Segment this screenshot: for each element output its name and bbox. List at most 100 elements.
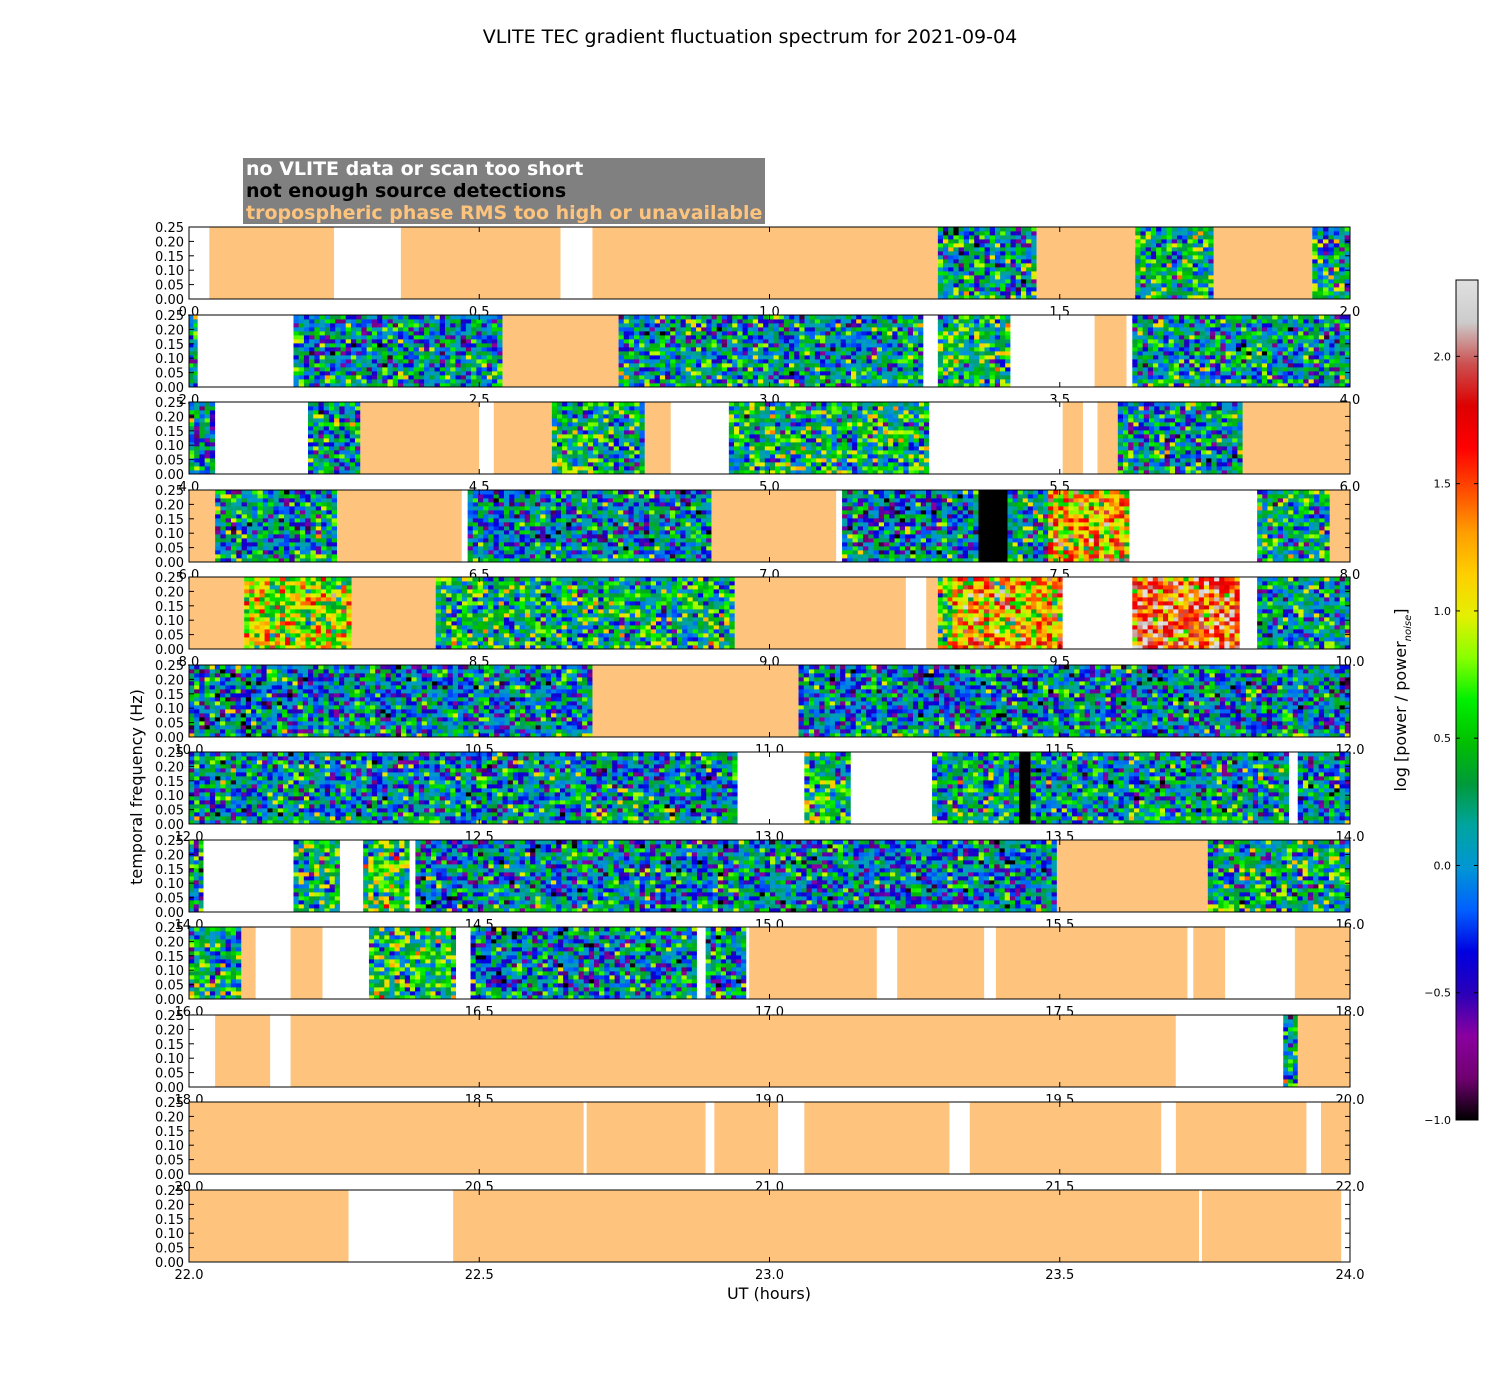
spectrum-cell — [1016, 271, 1022, 275]
spectrum-cell — [435, 319, 441, 323]
spectrum-cell — [717, 327, 723, 331]
spectrum-cell — [748, 367, 754, 371]
spectrum-cell — [476, 347, 482, 351]
spectrum-cell — [455, 359, 461, 363]
spectrum-cell — [737, 379, 743, 383]
spectrum-cell — [825, 319, 831, 323]
spectrum-cell — [856, 339, 862, 343]
spectrum-cell — [856, 359, 862, 363]
spectrum-cell — [696, 339, 702, 343]
spectrum-cell — [727, 355, 733, 359]
spectrum-cell — [471, 319, 477, 323]
spectrum-cell — [985, 259, 991, 263]
spectrum-cell — [974, 263, 980, 267]
spectrum-cell — [665, 367, 671, 371]
segment-spectrum — [293, 315, 502, 387]
spectrum-cell — [634, 335, 640, 339]
spectrum-cell — [1135, 251, 1141, 255]
spectrum-cell — [629, 375, 635, 379]
spectrum-cell — [492, 319, 498, 323]
spectrum-cell — [1011, 263, 1017, 267]
spectrum-cell — [882, 375, 888, 379]
spectrum-cell — [1156, 239, 1162, 243]
spectrum-cell — [805, 371, 811, 375]
spectrum-cell — [748, 379, 754, 383]
spectrum-cell — [314, 375, 320, 379]
spectrum-cell — [1031, 259, 1037, 263]
spectrum-cell — [414, 367, 420, 371]
spectrum-cell — [1026, 267, 1032, 271]
spectrum-cell — [1208, 275, 1214, 279]
spectrum-cell — [299, 375, 305, 379]
spectrum-cell — [650, 335, 656, 339]
spectrum-cell — [393, 335, 399, 339]
spectrum-cell — [1323, 243, 1329, 247]
spectrum-cell — [466, 371, 472, 375]
spectrum-cell — [953, 287, 959, 291]
spectrum-cell — [1146, 283, 1152, 287]
spectrum-cell — [487, 323, 493, 327]
spectrum-cell — [779, 355, 785, 359]
spectrum-cell — [959, 251, 965, 255]
spectrum-cell — [706, 375, 712, 379]
spectrum-cell — [748, 323, 754, 327]
spectrum-cell — [435, 315, 441, 319]
spectrum-cell — [1334, 235, 1340, 239]
spectrum-cell — [686, 351, 692, 355]
spectrum-cell — [445, 379, 451, 383]
spectrum-cell — [1016, 291, 1022, 295]
spectrum-cell — [644, 379, 650, 383]
spectrum-cell — [882, 371, 888, 375]
spectrum-cell — [856, 351, 862, 355]
spectrum-cell — [913, 347, 919, 351]
spectrum-cell — [918, 339, 924, 343]
spectrum-cell — [660, 335, 666, 339]
spectrum-cell — [867, 323, 873, 327]
spectrum-cell — [867, 379, 873, 383]
spectrum-cell — [681, 347, 687, 351]
spectrum-cell — [706, 335, 712, 339]
spectrum-cell — [193, 339, 198, 343]
spectrum-cell — [1208, 227, 1214, 231]
spectrum-cell — [356, 347, 362, 351]
spectrum-cell — [953, 283, 959, 287]
spectrum-cell — [1334, 283, 1340, 287]
spectrum-cell — [1156, 227, 1162, 231]
spectrum-cell — [346, 347, 352, 351]
spectrum-cell — [445, 323, 451, 327]
spectrum-cell — [1323, 275, 1329, 279]
spectrum-cell — [341, 347, 347, 351]
spectrum-cell — [1172, 247, 1178, 251]
spectrum-cell — [655, 363, 661, 367]
spectrum-cell — [419, 315, 425, 319]
spectrum-cell — [388, 367, 394, 371]
spectrum-cell — [1328, 263, 1334, 267]
spectrum-cell — [435, 339, 441, 343]
spectrum-cell — [670, 351, 676, 355]
spectrum-cell — [882, 323, 888, 327]
spectrum-cell — [867, 319, 873, 323]
spectrum-cell — [1323, 279, 1329, 283]
spectrum-cell — [1031, 271, 1037, 275]
spectrum-cell — [943, 247, 949, 251]
spectrum-cell — [696, 351, 702, 355]
spectrum-cell — [717, 347, 723, 351]
spectrum-cell — [820, 319, 826, 323]
spectrum-cell — [943, 227, 949, 231]
spectrum-cell — [1312, 251, 1318, 255]
spectrum-cell — [985, 279, 991, 283]
spectrum-cell — [938, 363, 944, 367]
spectrum-cell — [665, 319, 671, 323]
spectrum-cell — [1026, 251, 1032, 255]
spectrum-cell — [856, 343, 862, 347]
spectrum-cell — [830, 367, 836, 371]
spectrum-cell — [304, 343, 310, 347]
spectrum-cell — [377, 371, 383, 375]
spectrum-cell — [753, 331, 759, 335]
spectrum-cell — [727, 323, 733, 327]
spectrum-cell — [325, 347, 331, 351]
spectrum-cell — [299, 343, 305, 347]
spectrum-cell — [938, 279, 944, 283]
spectrum-cell — [335, 327, 341, 331]
spectrum-cell — [732, 351, 738, 355]
